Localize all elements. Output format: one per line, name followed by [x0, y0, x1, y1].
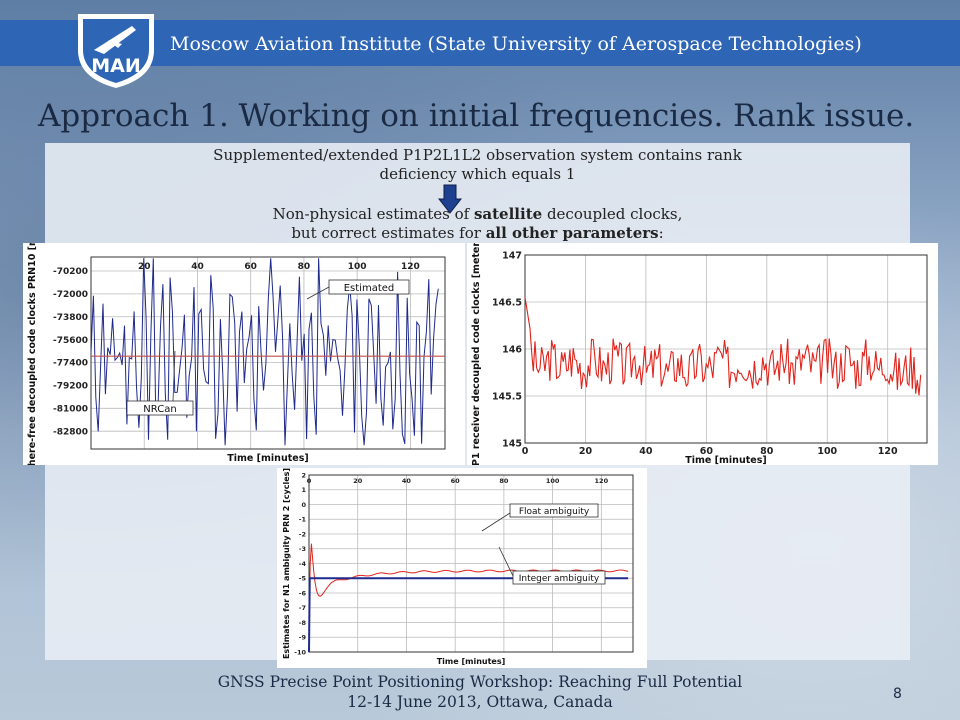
- x-tick-label: 20: [579, 446, 593, 457]
- x-tick-label: 0: [522, 446, 529, 457]
- down-arrow-icon: [438, 184, 462, 214]
- text-line-3: Non-physical estimates of satellite deco…: [45, 205, 910, 223]
- plot-frame: [308, 474, 634, 653]
- y-tick-label: 146: [502, 344, 522, 355]
- x-tick-label: 60: [700, 446, 714, 457]
- y-tick-label: -6: [299, 589, 307, 597]
- x-tick-label: 100: [546, 477, 560, 485]
- y-axis-label: Ionosphere-free decoupled code clocks PR…: [27, 243, 38, 465]
- y-tick-label: 0: [301, 501, 306, 509]
- annotation-float: Float ambiguity: [519, 507, 590, 517]
- y-tick-label: 2: [301, 471, 306, 479]
- x-tick-label: 60: [244, 262, 257, 272]
- y-tick-label: 145: [502, 438, 522, 449]
- y-tick-label: -2: [299, 530, 306, 538]
- x-tick-label: 80: [298, 262, 311, 272]
- plot-frame: [524, 254, 928, 444]
- x-tick-label: 40: [639, 446, 653, 457]
- annotation-nrcan-box: [126, 400, 194, 416]
- text-line-4a: but correct estimates for: [291, 224, 486, 242]
- annotation-float-box: [509, 503, 599, 518]
- x-tick-label: 40: [191, 262, 204, 272]
- x-tick-label: 120: [401, 262, 420, 272]
- y-tick-label: -79200: [53, 382, 88, 392]
- y-tick-label: -73800: [53, 313, 88, 323]
- x-axis-label: Time [minutes]: [227, 453, 308, 464]
- y-tick-label: -5: [299, 575, 307, 583]
- annotation-float-pointer: [481, 512, 511, 532]
- text-line-3a: Non-physical estimates of: [272, 205, 474, 223]
- y-axis-label: P1 receiver decoupled code clocks [meter…: [471, 243, 482, 465]
- y-tick-label: -70200: [53, 267, 88, 277]
- header-title: Moscow Aviation Institute (State Univers…: [170, 33, 862, 55]
- text-line-4b: all other parameters: [485, 224, 659, 242]
- annotation-estimated-pointer: [306, 286, 330, 300]
- y-tick-label: -4: [299, 560, 307, 568]
- y-tick-label: 147: [502, 250, 522, 261]
- y-tick-label: -77400: [53, 359, 88, 369]
- plot-frame: [90, 256, 446, 450]
- text-line-1: Supplemented/extended P1P2L1L2 observati…: [213, 146, 742, 164]
- slide-title: Approach 1. Working on initial frequenci…: [38, 98, 915, 134]
- y-tick-label: 1: [301, 486, 306, 494]
- annotation-estimated: Estimated: [344, 283, 395, 294]
- annotation-nrcan: NRCan: [143, 404, 176, 415]
- x-tick-label: 80: [499, 477, 509, 485]
- series-receiver-clock-line: [524, 297, 922, 396]
- chart-receiver-clocks: 0 20 40 60 80 100 120 145 145.5 146 146.5 147 Time […: [467, 243, 938, 465]
- annotation-integer-pointer: [498, 546, 514, 577]
- y-axis-label: Estimates for N1 ambiguity PRN 2 [cycles…: [282, 468, 291, 659]
- x-tick-label: 120: [878, 446, 898, 457]
- annotation-nrcan-pointer: [172, 350, 176, 402]
- x-tick-label: 60: [451, 477, 461, 485]
- x-tick-label: 100: [348, 262, 367, 272]
- y-tick-label: -10: [294, 648, 306, 656]
- y-tick-label: -9: [299, 634, 307, 642]
- series-float-ambiguity-line: [308, 543, 629, 638]
- x-tick-label: 120: [595, 477, 609, 485]
- logo-text: МАИ: [91, 55, 141, 77]
- annotation-integer: Integer ambiguity: [519, 574, 600, 584]
- chart-ambiguity: 0 20 40 60 80 100 120210-1-2-3-4-5-6-7-8-9-10T…: [277, 468, 647, 668]
- y-tick-label: -72000: [53, 290, 88, 300]
- y-tick-label: -8: [299, 619, 307, 627]
- y-tick-label: -7: [299, 604, 306, 612]
- y-tick-label: -82800: [53, 427, 88, 437]
- mai-logo: МАИ: [78, 14, 154, 88]
- footer-line-1: GNSS Precise Point Positioning Workshop:…: [217, 673, 743, 691]
- text-line-4c: :: [658, 224, 664, 242]
- text-line-3b: satellite: [473, 205, 543, 223]
- series-integer-ambiguity-line: [308, 577, 629, 653]
- y-tick-label: 146.5: [492, 297, 522, 308]
- y-tick-label: -1: [299, 516, 307, 524]
- chart-satellite-clocks: 20 40 60 80 100 120-70200-72000-73800-75600-7…: [23, 243, 465, 465]
- text-line-2: deficiency which equals 1: [379, 165, 576, 183]
- footer-line-2: 12-14 June 2013, Ottawa, Canada: [347, 693, 613, 711]
- text-line-4: but correct estimates for all other para…: [45, 224, 910, 242]
- x-axis-label: Time [minutes]: [437, 657, 506, 666]
- y-tick-label: -75600: [53, 336, 88, 346]
- x-tick-label: 100: [817, 446, 837, 457]
- x-tick-label: 40: [402, 477, 412, 485]
- x-tick-label: 80: [760, 446, 774, 457]
- page-number: 8: [893, 686, 902, 702]
- airplane-icon: [94, 26, 136, 54]
- y-tick-label: -3: [299, 545, 306, 553]
- y-tick-label: -81000: [53, 404, 88, 414]
- x-axis-label: Time [minutes]: [685, 455, 766, 465]
- header-bar: [0, 20, 960, 66]
- y-tick-label: 145.5: [492, 391, 522, 402]
- x-tick-label: 20: [353, 477, 363, 485]
- text-line-3c: decoupled clocks,: [542, 205, 683, 223]
- series-estimated-line: [90, 258, 439, 446]
- annotation-integer-box: [512, 570, 606, 585]
